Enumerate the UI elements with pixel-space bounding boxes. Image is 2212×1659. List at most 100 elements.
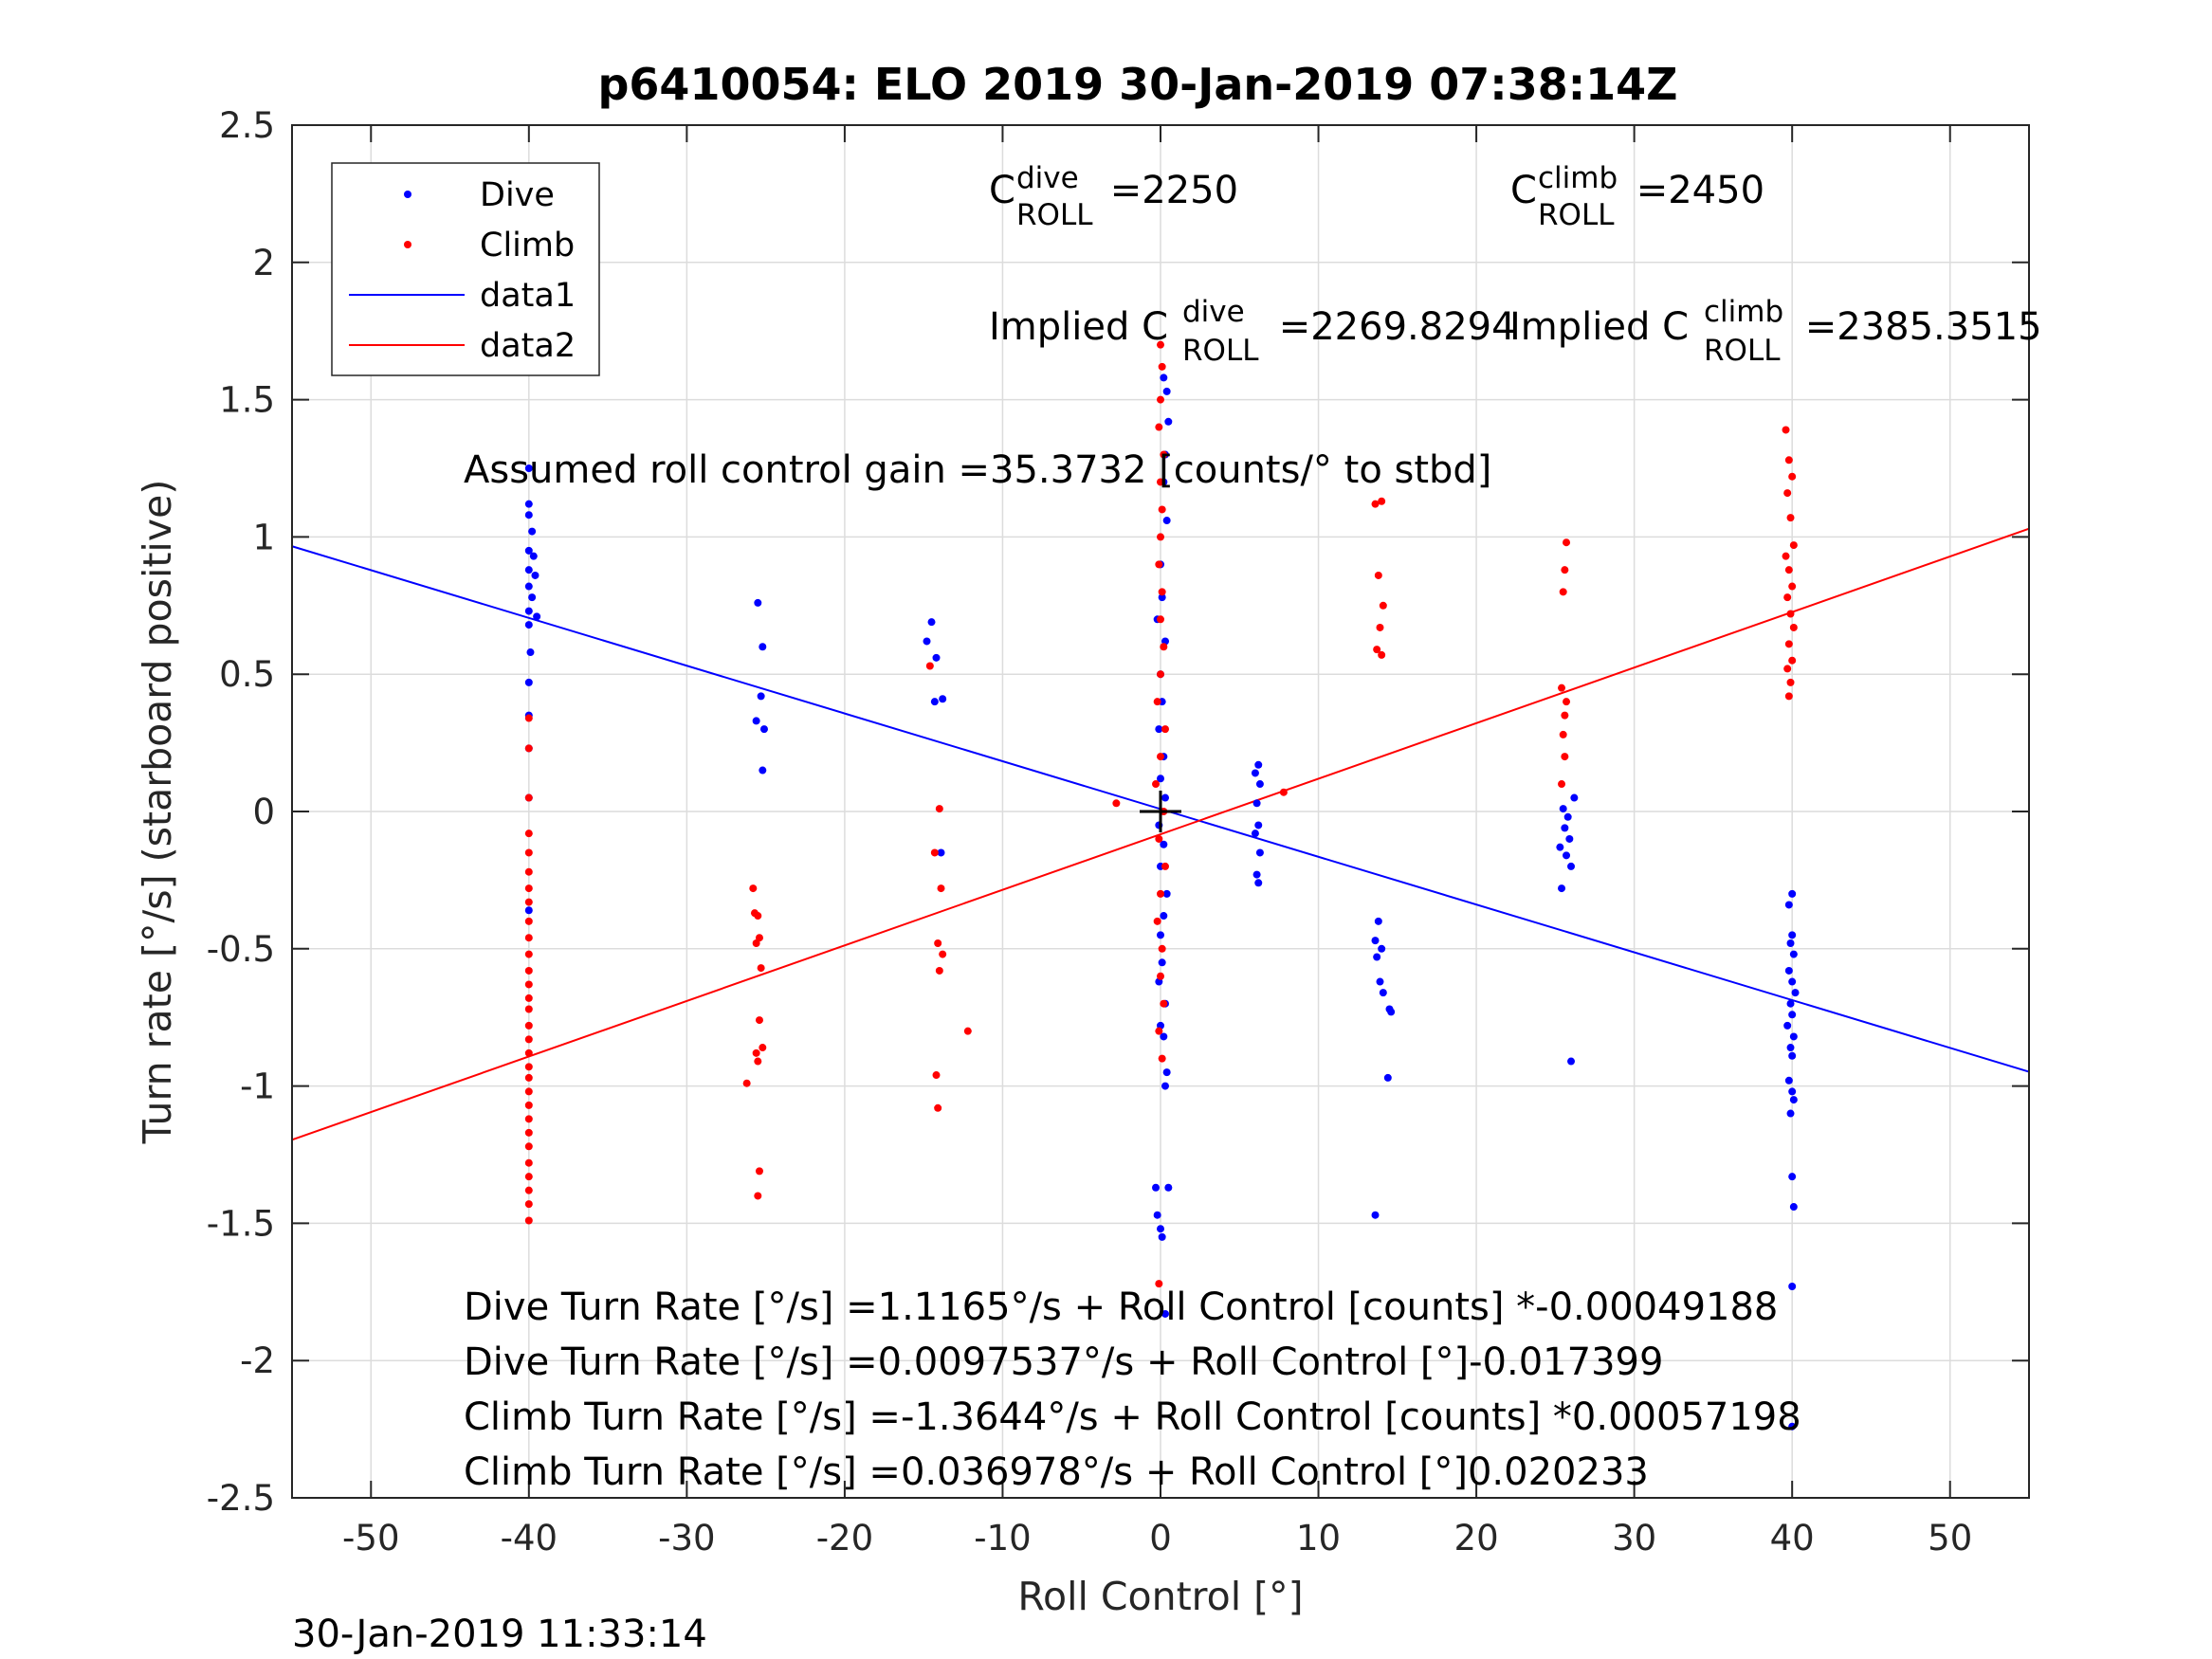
data-point-climb (1160, 999, 1168, 1008)
data-point-climb (752, 1048, 760, 1057)
data-point-climb (1157, 753, 1164, 761)
data-point-dive (1371, 937, 1380, 945)
data-point-climb (1783, 665, 1792, 673)
data-point-climb (524, 1186, 533, 1194)
data-point-climb (524, 744, 533, 753)
data-point-climb (1157, 670, 1164, 679)
data-point-climb (1158, 944, 1166, 953)
data-point-dive (1563, 851, 1571, 860)
data-point-dive (1157, 931, 1164, 939)
data-point-climb (1152, 780, 1161, 789)
data-point-dive (1158, 593, 1166, 602)
data-point-dive (1251, 769, 1259, 777)
data-point-dive (932, 653, 941, 662)
annotation-eq1: Dive Turn Rate [°/s] =1.1165°/s + Roll C… (464, 1285, 1778, 1329)
data-point-climb (1161, 862, 1169, 870)
annotation-implied-dive-value: =2269.8294 (1267, 305, 1516, 349)
data-point-climb (935, 805, 943, 813)
data-point-climb (963, 1027, 972, 1035)
data-point-climb (1561, 566, 1569, 574)
data-point-climb (1784, 566, 1793, 574)
data-point-climb (759, 1044, 767, 1052)
data-point-dive (1162, 889, 1171, 898)
data-point-climb (524, 848, 533, 857)
data-point-climb (934, 1103, 942, 1112)
data-point-climb (1558, 684, 1566, 692)
data-point-dive (1160, 1032, 1168, 1041)
data-point-climb (755, 1016, 763, 1025)
annotation-eq2: Dive Turn Rate [°/s] =0.0097537°/s + Rol… (464, 1340, 1663, 1384)
data-point-climb (524, 934, 533, 942)
data-point-climb (1158, 1054, 1166, 1063)
annotation-c-climb-sub: ROLL (1538, 198, 1615, 232)
data-point-dive (1563, 812, 1572, 821)
data-point-dive (927, 618, 936, 627)
data-point-climb (1378, 497, 1386, 505)
data-point-dive (752, 717, 760, 725)
data-point-dive (526, 648, 535, 657)
data-point-dive (1786, 999, 1795, 1008)
data-point-dive (1161, 793, 1169, 802)
x-axis-label: Roll Control [°] (1017, 1574, 1303, 1619)
data-point-dive (524, 465, 533, 472)
x-tick-label: 20 (1454, 1518, 1499, 1559)
x-tick-label: -40 (501, 1518, 558, 1559)
annotation-implied-dive-sub: ROLL (1182, 334, 1259, 368)
data-point-dive (1786, 939, 1795, 948)
data-point-dive (1788, 931, 1797, 939)
annotation-c-dive-sub: ROLL (1016, 198, 1093, 232)
data-point-climb (925, 662, 934, 670)
data-point-dive (524, 906, 533, 915)
data-point-dive (1252, 870, 1261, 879)
data-point-dive (524, 511, 533, 520)
data-point-dive (524, 621, 533, 629)
data-point-dive (1164, 1183, 1173, 1192)
annotation-implied-climb-base: Implied C (1509, 305, 1689, 349)
data-point-climb (524, 1158, 533, 1167)
data-point-climb (524, 898, 533, 906)
data-point-climb (524, 1173, 533, 1181)
data-point-climb (1153, 698, 1161, 706)
data-point-dive (1567, 1057, 1576, 1066)
data-point-dive (1561, 824, 1569, 832)
data-point-climb (524, 1063, 533, 1071)
data-point-dive (524, 500, 533, 508)
data-point-climb (1279, 788, 1288, 796)
data-point-climb (524, 917, 533, 925)
data-point-climb (1158, 362, 1166, 371)
data-point-climb (749, 884, 758, 893)
y-tick-label: 2.5 (219, 105, 275, 146)
data-point-climb (524, 1005, 533, 1013)
y-tick-label: -2 (240, 1340, 275, 1381)
data-point-climb (524, 1035, 533, 1044)
data-point-climb (524, 1087, 533, 1096)
data-point-dive (524, 678, 533, 686)
annotation-c-climb-value: =2450 (1624, 169, 1764, 212)
annotation-implied-climb: Implied C climb ROLL =2385.3515 (1509, 295, 2042, 368)
data-point-climb (754, 912, 762, 921)
data-point-climb (1789, 541, 1798, 550)
data-point-dive (1254, 760, 1263, 769)
data-point-dive (1157, 1225, 1164, 1233)
data-point-dive (1788, 1283, 1797, 1291)
annotation-implied-climb-sub: ROLL (1704, 334, 1781, 368)
data-point-climb (1157, 340, 1164, 349)
data-point-climb (930, 848, 939, 857)
data-point-dive (533, 612, 541, 621)
data-point-climb (524, 884, 533, 893)
data-point-dive (1162, 1068, 1171, 1077)
annotation-implied-climb-value: =2385.3515 (1793, 305, 2042, 349)
legend-label-dive: Dive (480, 176, 555, 214)
data-point-dive (1376, 977, 1384, 986)
data-point-climb (524, 1200, 533, 1209)
legend-box (331, 162, 600, 376)
data-point-climb (524, 1048, 533, 1057)
data-point-climb (1371, 500, 1380, 508)
legend-label-climb: Climb (480, 227, 575, 264)
data-point-climb (524, 980, 533, 989)
data-point-dive (1788, 889, 1797, 898)
data-point-dive (1162, 387, 1171, 395)
data-point-dive (524, 566, 533, 574)
data-point-climb (1157, 395, 1164, 404)
data-point-climb (1788, 582, 1797, 591)
